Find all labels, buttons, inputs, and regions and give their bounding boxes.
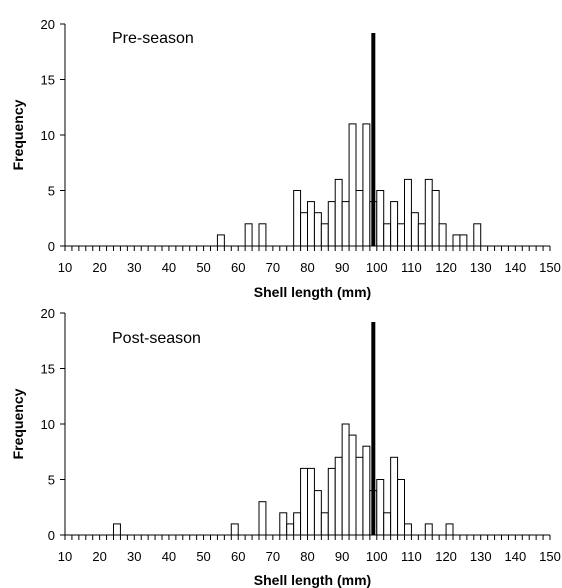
x-axis-title: Shell length (mm) [254,572,371,588]
x-axis-title: Shell length (mm) [254,284,371,300]
y-tick-label: 0 [48,528,55,543]
y-tick-label: 5 [48,184,55,199]
x-tick-label: 20 [92,260,106,275]
histogram-bar [334,178,343,247]
x-tick-label: 40 [162,260,176,275]
histogram-bar [362,123,371,247]
histogram-bar [327,467,336,536]
histogram-bar [279,512,288,536]
histogram-bar [445,523,454,536]
histogram-bar [473,223,482,247]
histogram-bar [410,212,419,247]
x-tick-label: 60 [231,260,245,275]
y-tick-label: 15 [41,362,55,377]
histogram-bar [258,501,267,536]
x-tick-label: 50 [196,260,210,275]
histogram-bar [258,223,267,247]
histogram-bar [327,201,336,247]
histogram-bar [341,423,350,536]
histogram-bar [383,223,392,247]
histogram-bar [376,479,385,536]
histogram-bar [424,523,433,536]
pre-season-panel: 0 5 10 15 20 10 20 30 40 50 60 70 80 90 100 110 120 130 14… [10,17,561,300]
y-axis-title: Frequency [10,99,26,170]
x-tick-label: 110 [401,260,422,275]
y-tick-label: 10 [41,417,55,432]
x-tick-label: 70 [266,260,280,275]
histogram-bar [376,190,385,247]
x-tick-label: 110 [401,549,422,564]
x-tick-label: 40 [162,549,176,564]
histogram-bar [313,490,322,536]
histogram-bar [307,467,315,536]
post-season-panel: 0 5 10 15 20 10 20 30 40 50 60 70 80 90 100 110 120 130 14… [10,306,561,588]
x-tick-label: 140 [505,549,527,564]
histogram-bar [293,512,302,536]
x-tick-label: 70 [266,549,280,564]
panel-label: Pre-season [112,30,194,47]
x-tick-label: 80 [300,260,314,275]
histogram-bar [355,190,364,247]
histogram-bar [397,223,406,247]
histogram-bar [397,479,406,536]
histogram-bar [307,201,315,247]
histogram-bar [424,178,433,247]
histogram-bar [113,523,121,536]
histogram-bar [230,523,239,536]
histogram-bar [348,123,357,247]
x-tick-label: 30 [127,260,141,275]
x-tick-label: 30 [127,549,141,564]
histogram-bar [383,512,392,536]
x-tick-label: 90 [335,549,349,564]
x-tick-label: 90 [335,260,349,275]
histogram-bar [348,434,357,536]
histogram-bar [452,234,461,247]
x-tick-label: 120 [435,549,457,564]
histogram-bar [341,201,350,247]
histogram-bar [320,512,329,536]
x-tick-label: 80 [300,549,314,564]
x-tick-label: 10 [58,260,72,275]
x-tick-label: 50 [196,549,210,564]
x-tick-label: 130 [470,549,492,564]
x-tick-label: 10 [58,549,72,564]
x-tick-label: 130 [470,260,492,275]
histogram-bar [216,234,225,247]
histogram-bar [431,190,440,247]
histogram-bar [417,223,426,247]
y-tick-label: 5 [48,473,55,488]
histogram-bar [300,467,309,536]
x-tick-label: 150 [539,260,561,275]
y-tick-label: 10 [41,128,55,143]
y-tick-label: 0 [48,239,55,254]
histogram-bar [300,212,309,247]
histogram-bar [334,456,343,536]
histogram-bar [438,223,447,247]
histogram-bar [390,456,399,536]
histogram-bar [293,190,302,247]
y-tick-label: 15 [41,73,55,88]
histogram-bar [244,223,253,247]
x-tick-label: 60 [231,549,245,564]
panel-label: Post-season [112,330,201,347]
x-tick-label: 120 [435,260,457,275]
x-tick-label: 100 [366,549,388,564]
histogram-bar [313,212,322,247]
y-tick-label: 20 [41,17,55,32]
x-tick-label: 150 [539,549,561,564]
y-axis-title: Frequency [10,388,26,459]
y-tick-label: 20 [41,306,55,321]
x-tick-label: 140 [505,260,527,275]
histogram-bar [362,445,371,536]
x-tick-label: 100 [366,260,388,275]
histogram-bar [320,223,329,247]
histogram-bar [459,234,468,247]
histogram-bar [404,523,412,536]
histogram-bar [355,456,364,536]
histogram-bar [286,523,295,536]
x-tick-label: 20 [92,549,106,564]
histogram-bar [390,201,399,247]
histogram-bar [404,178,412,247]
